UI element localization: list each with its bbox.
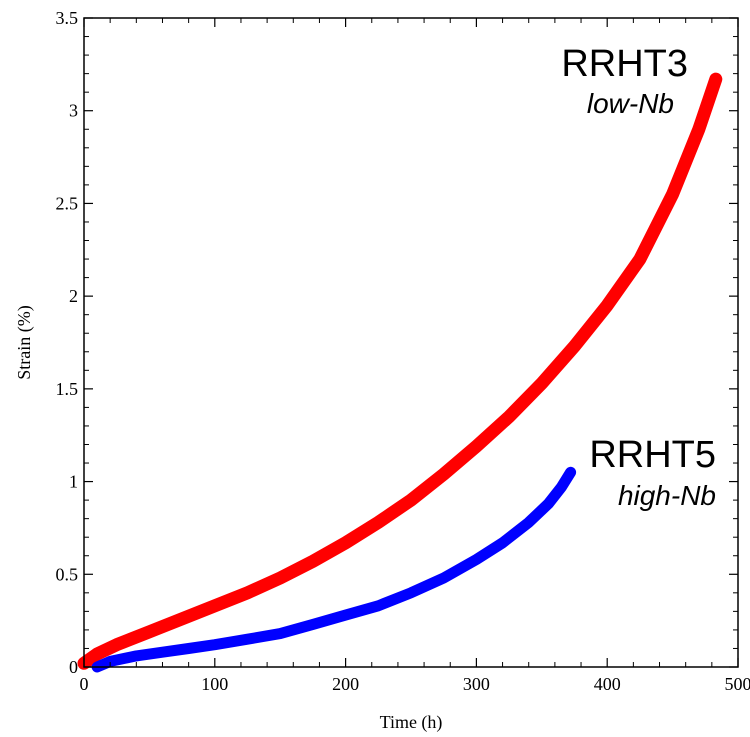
y-tick-label: 0: [69, 657, 78, 677]
annotation-rrht3-sub: low-Nb: [587, 88, 674, 119]
x-tick-label: 200: [332, 674, 359, 694]
annotation-rrht3-name: RRHT3: [561, 43, 688, 85]
x-tick-label: 500: [725, 674, 750, 694]
y-tick-label: 1: [69, 472, 78, 492]
y-tick-label: 1.5: [56, 379, 79, 399]
x-tick-label: 400: [594, 674, 621, 694]
x-tick-label: 0: [80, 674, 89, 694]
x-tick-label: 100: [201, 674, 228, 694]
annotation-rrht5-sub: high-Nb: [618, 480, 716, 511]
tick-layer: [83, 17, 739, 668]
y-tick-label: 2: [69, 286, 78, 306]
plot-frame: [83, 17, 739, 668]
annotation-rrht5-name: RRHT5: [589, 434, 716, 476]
y-tick-label: 3: [69, 101, 78, 121]
x-tick-label: 300: [463, 674, 490, 694]
series-line-rrht3: [77, 72, 723, 670]
y-axis-title: Strain (%): [14, 305, 35, 379]
y-tick-label: 0.5: [56, 564, 79, 584]
y-tick-label: 3.5: [56, 8, 79, 28]
series-line-rrht5: [91, 466, 577, 673]
y-tick-label: 2.5: [56, 193, 79, 213]
label-layer: 0 100 200 300 400 500 0 0.5 1 1.5 2 2.5 3 3.5: [56, 8, 750, 694]
x-axis-title: Time (h): [380, 712, 443, 733]
series-layer: [77, 72, 723, 673]
